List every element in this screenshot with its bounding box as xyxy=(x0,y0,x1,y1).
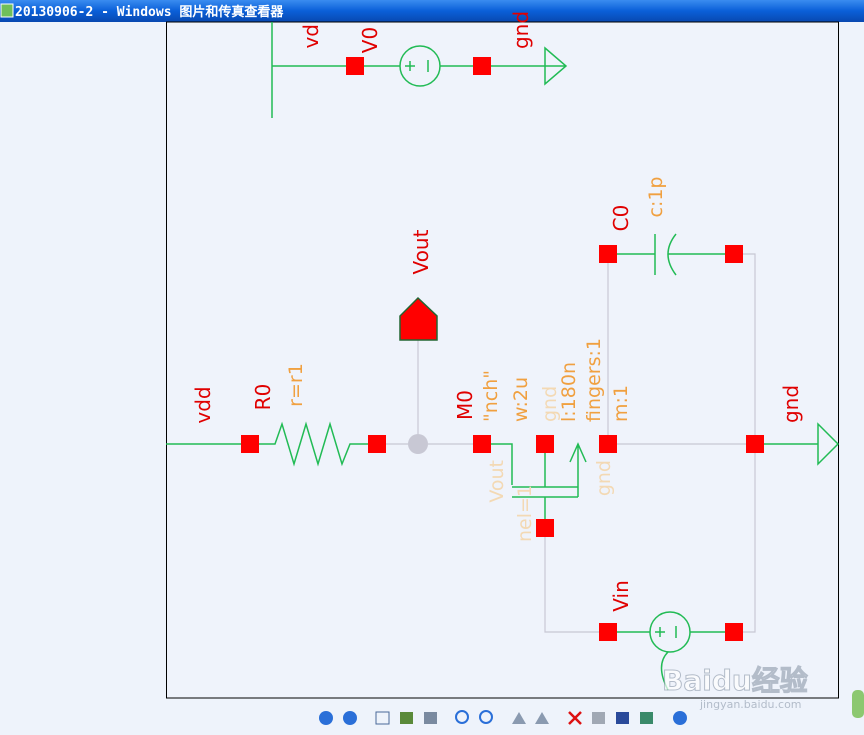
label: c:1p xyxy=(645,177,667,218)
watermark-brand: Baidu经验 xyxy=(662,664,808,697)
schematic: vd V0 gnd Vout C0 c:1p vdd R0 r=r1 M0 "n… xyxy=(166,11,840,691)
print-button[interactable] xyxy=(592,712,605,724)
help-button[interactable] xyxy=(673,711,687,725)
delete-button[interactable] xyxy=(568,711,582,725)
label: M0 xyxy=(453,390,477,420)
actual-size-button[interactable] xyxy=(400,712,413,724)
label: fingers:1 xyxy=(583,338,605,422)
label: l:180n xyxy=(558,362,580,422)
label: V0 xyxy=(358,27,382,53)
label: r=r1 xyxy=(285,363,307,407)
label: gnd xyxy=(779,385,803,423)
label: vdd xyxy=(191,386,215,423)
label: "nch" xyxy=(480,370,502,422)
title-bar xyxy=(0,0,864,22)
edit-button[interactable] xyxy=(640,712,653,724)
window-title: 20130906-2 - Windows 图片和传真查看器 xyxy=(15,4,284,20)
zoom-out-button[interactable] xyxy=(479,710,493,724)
rotate-ccw-button[interactable] xyxy=(535,712,549,724)
label: R0 xyxy=(251,384,275,411)
prev-button[interactable] xyxy=(319,711,333,725)
label: m:1 xyxy=(610,385,632,422)
label: vd xyxy=(299,24,323,49)
label: gnd xyxy=(539,386,561,422)
next-button[interactable] xyxy=(343,711,357,725)
watermark-url: jingyan.baidu.com xyxy=(699,698,802,711)
label: Vout xyxy=(486,460,508,503)
zoom-in-button[interactable] xyxy=(455,710,469,724)
best-fit-button[interactable] xyxy=(375,711,390,725)
label: nel=1 xyxy=(514,485,536,542)
rotate-cw-button[interactable] xyxy=(512,712,526,724)
watermark: Baidu经验 jingyan.baidu.com xyxy=(662,664,809,712)
side-icon xyxy=(852,690,864,718)
app-icon xyxy=(0,3,14,18)
label: gnd xyxy=(593,460,615,496)
slideshow-button[interactable] xyxy=(424,712,437,724)
label: gnd xyxy=(509,11,533,49)
save-button[interactable] xyxy=(616,712,629,724)
label: Vout xyxy=(409,229,433,274)
image-frame xyxy=(166,21,839,699)
label: w:2u xyxy=(510,377,532,422)
label: C0 xyxy=(609,205,633,232)
toolbar xyxy=(319,710,687,725)
label: Vin xyxy=(609,580,633,611)
